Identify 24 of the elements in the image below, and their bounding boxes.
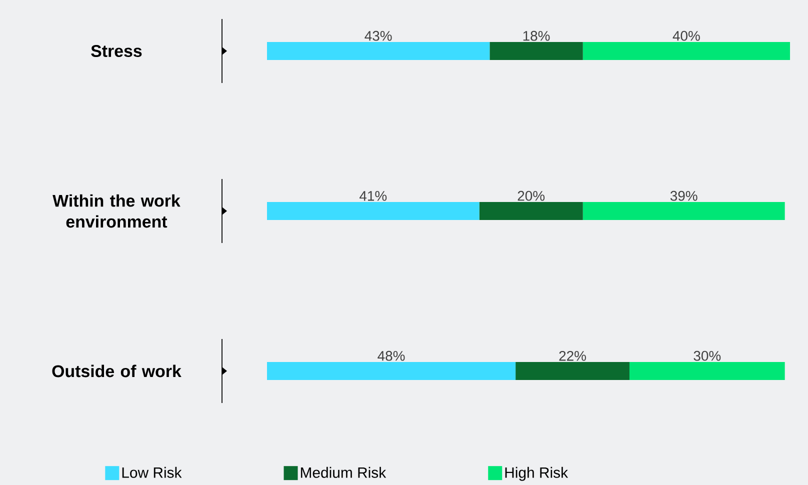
y-tick-label: Stress bbox=[91, 45, 142, 58]
bar bbox=[479, 202, 583, 220]
bar bbox=[516, 362, 630, 380]
data-label: 41% bbox=[360, 191, 387, 201]
data-label: 20% bbox=[518, 190, 545, 201]
legend-label: Medium Risk bbox=[300, 466, 386, 478]
data-label: 22% bbox=[559, 350, 586, 361]
data-label: 40% bbox=[672, 30, 700, 41]
bar bbox=[582, 202, 785, 220]
bar bbox=[629, 362, 785, 380]
bar bbox=[267, 42, 490, 60]
y-tick-label: Within the work environment bbox=[52, 194, 180, 228]
bar bbox=[490, 42, 583, 60]
data-label: 39% bbox=[670, 190, 698, 201]
bar bbox=[267, 362, 516, 380]
legend-label: High Risk bbox=[505, 466, 568, 481]
legend-label: Low Risk bbox=[122, 466, 182, 478]
y-tick-label: Outside of work bbox=[52, 364, 182, 378]
data-label: 43% bbox=[364, 30, 392, 41]
data-label: 18% bbox=[523, 30, 550, 41]
data-label: 30% bbox=[694, 350, 721, 361]
data-label: 48% bbox=[378, 350, 405, 361]
bar bbox=[582, 42, 790, 60]
bar bbox=[267, 202, 480, 220]
